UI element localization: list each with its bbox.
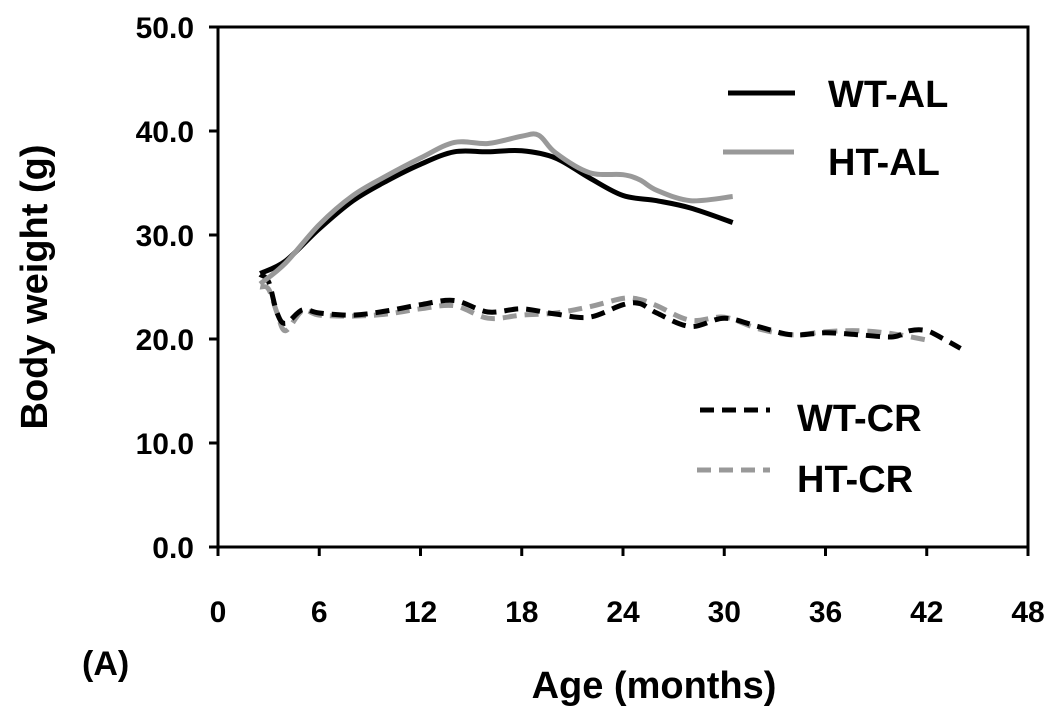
y-tick-label: 40.0	[136, 116, 194, 149]
x-tick-label: 30	[708, 596, 741, 629]
x-tick-label: 42	[910, 596, 943, 629]
y-tick-label: 20.0	[136, 324, 194, 357]
y-tick-label: 50.0	[136, 12, 194, 45]
x-tick-label: 12	[404, 596, 437, 629]
legend-label-ht-cr: HT-CR	[797, 459, 913, 501]
legend-label-wt-cr: WT-CR	[797, 398, 922, 440]
x-tick-label: 24	[606, 596, 640, 629]
x-tick-label: 48	[1011, 596, 1044, 629]
x-tick-label: 18	[505, 596, 538, 629]
y-axis-label: Body weight (g)	[14, 145, 56, 430]
series-line-wt-cr	[258, 272, 962, 351]
legend-label-ht-al: HT-AL	[828, 142, 940, 184]
panel-label: (A)	[82, 645, 129, 683]
x-axis-ticks: 0 6 12 18 24 30 36 42 48	[210, 547, 1045, 629]
y-axis-ticks: 0.0 10.0 20.0 30.0 40.0 50.0	[136, 12, 218, 565]
x-tick-label: 36	[809, 596, 842, 629]
series-line-ht-al	[258, 131, 733, 286]
legend-label-wt-al: WT-AL	[828, 74, 948, 116]
y-tick-label: 30.0	[136, 220, 194, 253]
y-tick-label: 10.0	[136, 428, 194, 461]
series-line-wt-al	[259, 147, 734, 276]
x-tick-label: 6	[311, 596, 328, 629]
series-lines	[258, 131, 962, 351]
x-axis-label: Age (months)	[532, 665, 777, 707]
y-tick-label: 0.0	[152, 532, 194, 565]
x-tick-label: 0	[210, 596, 227, 629]
